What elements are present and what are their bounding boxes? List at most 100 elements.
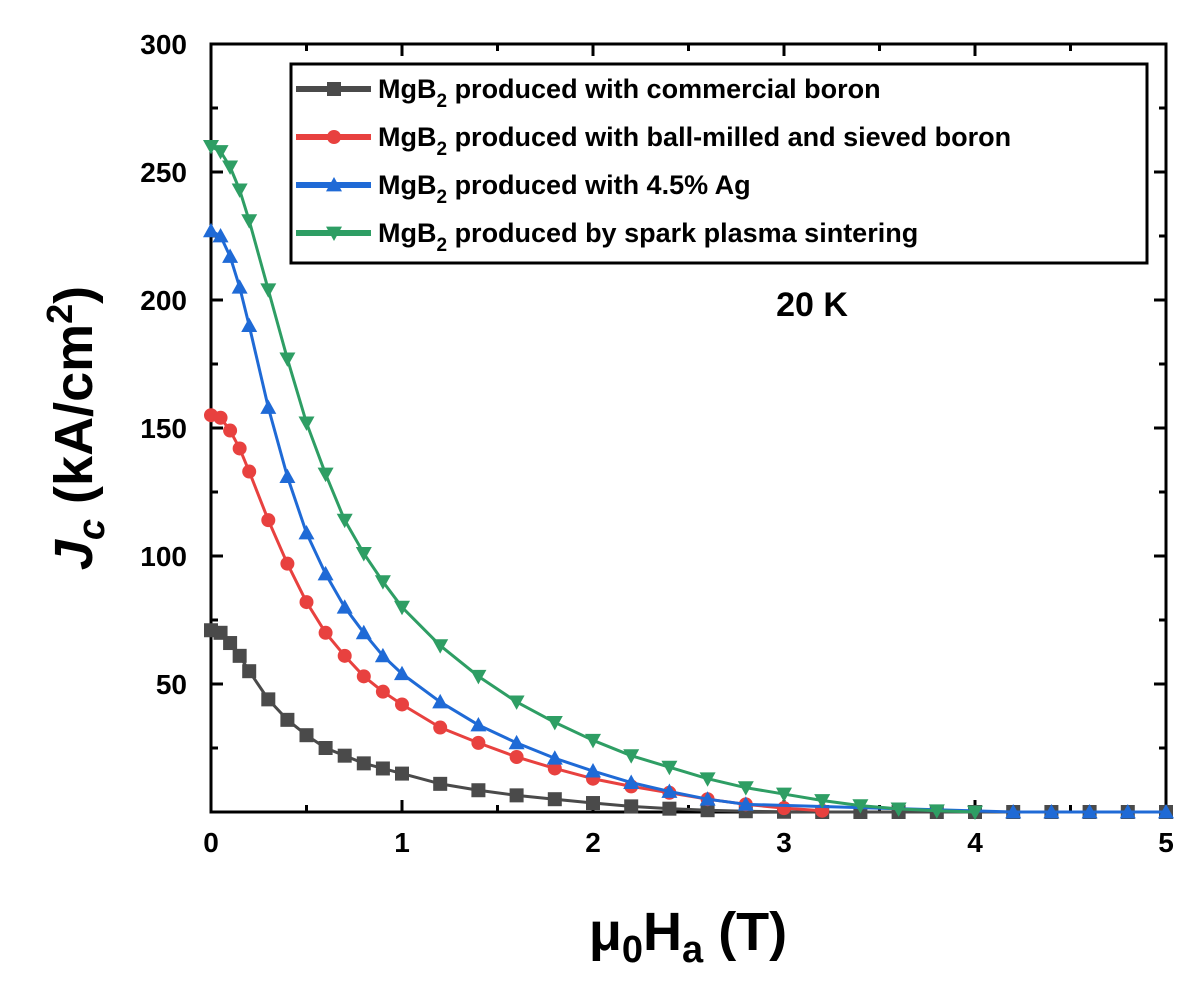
data-point	[777, 801, 791, 816]
data-point	[213, 410, 228, 425]
data-point	[624, 799, 639, 814]
data-point	[337, 648, 352, 663]
data-point	[814, 794, 831, 809]
data-point	[318, 625, 333, 640]
data-point	[212, 228, 229, 243]
series-line	[210, 229, 1166, 814]
data-point	[355, 624, 372, 640]
legend-label: MgB2 produced by spark plasma sintering	[378, 218, 918, 256]
data-point	[509, 788, 524, 803]
legend-marker	[326, 226, 342, 241]
data-point	[546, 716, 563, 731]
data-point	[232, 648, 247, 663]
data-point	[241, 317, 258, 332]
data-point	[1158, 804, 1174, 819]
data-point	[222, 248, 239, 263]
data-point	[336, 599, 353, 614]
data-point	[260, 399, 277, 414]
series-2	[204, 408, 830, 818]
data-point	[203, 140, 219, 155]
data-point	[279, 352, 296, 367]
data-point	[318, 741, 333, 755]
data-point	[374, 647, 391, 663]
data-point	[203, 222, 219, 238]
data-point	[212, 145, 229, 160]
legend-marker	[327, 130, 341, 144]
data-point	[737, 781, 754, 796]
data-point	[509, 749, 524, 764]
data-point	[585, 733, 601, 749]
legend-frame	[289, 62, 1149, 265]
tick-labels: 0 1 2 3 4 5 50 100 150 200 250 300	[140, 29, 1174, 858]
data-point	[280, 712, 295, 727]
data-point	[260, 283, 277, 298]
data-point	[261, 692, 276, 707]
data-point	[433, 776, 448, 791]
x-tick-label: 4	[967, 827, 983, 858]
data-point	[299, 728, 314, 743]
y-tick-label: 50	[156, 669, 187, 700]
data-point	[586, 796, 600, 811]
x-tick-label: 0	[203, 827, 219, 858]
data-point	[298, 416, 315, 431]
data-point	[317, 565, 334, 581]
data-point	[231, 279, 248, 294]
data-point	[336, 513, 353, 529]
data-point	[375, 761, 390, 776]
y-tick-label: 100	[140, 541, 187, 572]
data-point	[232, 441, 247, 456]
y-tick-label: 200	[140, 285, 187, 316]
legend-marker	[327, 82, 341, 96]
data-point	[299, 595, 314, 610]
data-point	[356, 669, 371, 684]
data-point	[223, 423, 238, 438]
data-point	[699, 772, 716, 787]
legend-label: MgB2 produced with 4.5% Ag	[378, 170, 751, 208]
data-point	[661, 783, 678, 798]
data-point	[623, 774, 640, 789]
x-tick-label: 3	[776, 827, 792, 858]
data-point	[699, 791, 716, 806]
data-point	[661, 760, 678, 776]
data-point	[776, 787, 792, 803]
legend-entry-3: MgB2 produced with 4.5% Ag	[296, 170, 751, 208]
data-point	[261, 513, 276, 528]
data-point	[231, 183, 248, 198]
data-point	[470, 669, 487, 685]
data-point	[1043, 804, 1060, 819]
series-line	[210, 628, 1166, 814]
data-point	[508, 734, 525, 750]
x-tick-label: 5	[1158, 827, 1174, 858]
data-point	[222, 160, 239, 175]
series-layer	[203, 140, 1174, 820]
data-point	[662, 801, 677, 816]
legend-label: MgB2 produced with ball-milled and sieve…	[378, 122, 1011, 160]
x-axis-title: μ0Ha (T)	[589, 902, 787, 971]
data-point	[890, 802, 907, 817]
data-point	[356, 756, 371, 771]
data-point	[279, 468, 296, 484]
data-point	[470, 716, 487, 732]
data-point	[700, 803, 715, 818]
legend-marker	[326, 177, 342, 192]
data-point	[1081, 804, 1098, 819]
data-point	[317, 467, 334, 483]
data-point	[737, 796, 754, 811]
data-point	[375, 684, 390, 699]
x-tick-label: 2	[585, 827, 601, 858]
data-point	[433, 720, 448, 735]
y-axis-title: Jc (kA/cm2)	[39, 286, 113, 570]
y-tick-label: 150	[140, 413, 187, 444]
data-point	[967, 805, 983, 820]
data-point	[585, 763, 601, 778]
data-point	[1005, 804, 1022, 819]
data-point	[355, 547, 372, 562]
data-point	[1119, 804, 1136, 819]
data-point	[547, 761, 562, 776]
series-line	[210, 145, 976, 814]
data-point	[547, 792, 562, 807]
data-point	[471, 735, 486, 750]
data-point	[471, 783, 486, 798]
legend-label: MgB2 produced with commercial boron	[378, 74, 881, 112]
data-point	[928, 804, 945, 819]
